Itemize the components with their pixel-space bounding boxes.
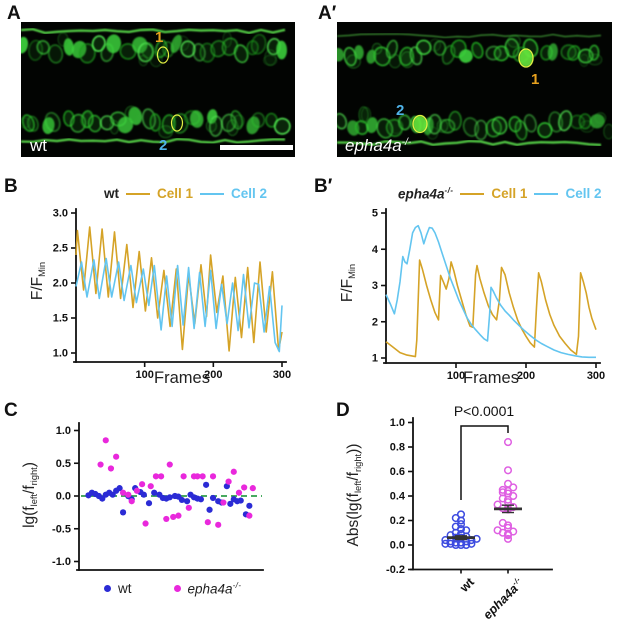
- cell-1-line-swatch: [460, 192, 485, 195]
- legend-genotype-wt: wt: [104, 186, 119, 201]
- legend-cell-1-label: Cell 1: [157, 186, 194, 201]
- legend-cell-1-label: Cell 1: [491, 186, 528, 202]
- svg-text:4: 4: [372, 244, 379, 256]
- legend-genotype-epha4a: epha4a-/-: [398, 186, 454, 202]
- svg-text:300: 300: [273, 369, 291, 381]
- svg-text:0.4: 0.4: [390, 491, 406, 503]
- b-x-axis-label: Frames: [154, 369, 210, 387]
- legend-panel-b: wt Cell 1 Cell 2: [104, 186, 267, 201]
- cell-1-bright-cell: [519, 49, 533, 67]
- cell-2-marker-outline: [412, 114, 428, 134]
- svg-text:1.0: 1.0: [390, 417, 405, 429]
- cell-1-marker-outline: [518, 48, 534, 68]
- cell-2-bright-cell: [413, 115, 427, 133]
- epha4a-dot-swatch: [173, 585, 181, 593]
- cell-1-number-label: 1: [531, 71, 539, 88]
- panel-letter-b: B: [4, 176, 18, 197]
- legend-cell-2-label: Cell 2: [231, 186, 268, 201]
- svg-text:1: 1: [372, 353, 378, 365]
- panel-letter-a-prime: A′: [318, 3, 337, 24]
- panel-letter-d: D: [336, 400, 350, 421]
- legend-panel-b-prime: epha4a-/- Cell 1 Cell 2: [398, 186, 601, 202]
- svg-text:0.6: 0.6: [390, 466, 405, 478]
- svg-text:1.5: 1.5: [53, 313, 68, 325]
- legend-panel-c: wt epha4a-/-: [104, 581, 241, 597]
- svg-text:-1.0: -1.0: [52, 556, 71, 568]
- b-y-axis-label: F/FMin: [29, 261, 47, 301]
- b-prime-y-axis-label: F/FMin: [339, 263, 357, 303]
- wt-dot-swatch: [104, 585, 111, 593]
- cell-1-number-label: 1: [155, 29, 163, 46]
- legend-epha4a-label: epha4a-/-: [187, 581, 242, 597]
- d-category-epha4a: epha4a-/-: [480, 575, 523, 623]
- legend-wt-label: wt: [118, 581, 132, 597]
- cell-1-line-swatch: [126, 192, 150, 195]
- cell-2-line-swatch: [534, 192, 559, 195]
- cell-1-marker-outline: [156, 46, 170, 64]
- scale-bar: [220, 145, 293, 150]
- c-y-axis-label: lg(fleft/fright): [21, 462, 39, 528]
- svg-text:5: 5: [372, 208, 378, 220]
- fluorescent-cells-layer: [21, 27, 291, 144]
- svg-text:3.0: 3.0: [53, 208, 68, 220]
- svg-text:2: 2: [372, 316, 378, 328]
- svg-text:-0.2: -0.2: [386, 564, 405, 576]
- svg-text:1.0: 1.0: [56, 425, 71, 437]
- micrograph-epha4a: 1 2 epha4a-/-: [337, 22, 612, 157]
- svg-text:3: 3: [372, 280, 378, 292]
- svg-text:0.0: 0.0: [56, 491, 71, 503]
- svg-text:2.0: 2.0: [53, 278, 68, 290]
- svg-text:0.5: 0.5: [56, 458, 71, 470]
- panel-letter-c: C: [4, 400, 18, 421]
- legend-cell-2-label: Cell 2: [565, 186, 602, 202]
- svg-text:1.0: 1.0: [53, 348, 68, 360]
- panel-letter-a: A: [7, 3, 21, 24]
- cell-2-line-swatch: [200, 192, 225, 195]
- genotype-label-wt: wt: [29, 136, 47, 155]
- svg-text:0.0: 0.0: [390, 540, 405, 552]
- cell-2-number-label: 2: [159, 137, 167, 154]
- genotype-label-epha4a: epha4a-/-: [345, 136, 412, 155]
- micrograph-wt: 1 2 wt: [21, 22, 295, 157]
- d-category-wt: wt: [457, 575, 477, 595]
- svg-text:2.5: 2.5: [53, 243, 68, 255]
- svg-text:0.8: 0.8: [390, 442, 405, 454]
- svg-text:0.2: 0.2: [390, 515, 405, 527]
- d-y-axis-label: Abs(lg(fleft/fright)): [345, 443, 363, 547]
- svg-text:300: 300: [587, 370, 605, 382]
- b-prime-x-axis-label: Frames: [463, 369, 519, 387]
- significance-text: P<0.0001: [453, 403, 515, 419]
- panel-letter-b-prime: B′: [314, 176, 333, 197]
- cell-2-marker-outline: [170, 114, 184, 132]
- cell-2-number-label: 2: [396, 102, 404, 119]
- svg-text:-0.5: -0.5: [52, 523, 71, 535]
